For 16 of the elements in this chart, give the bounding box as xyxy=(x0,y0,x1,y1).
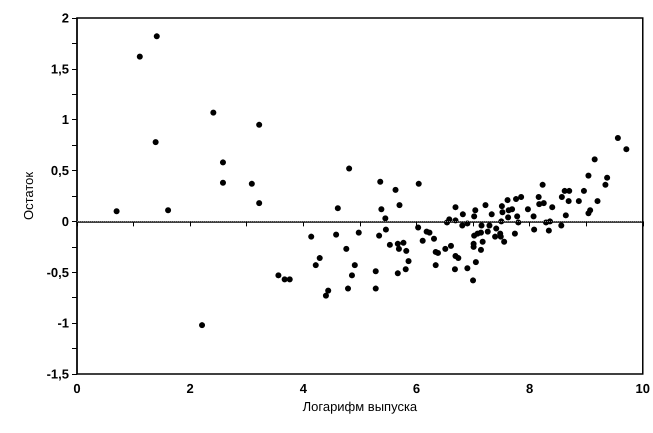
x-tick-label: 6 xyxy=(412,381,420,396)
y-tick-label: 0 xyxy=(62,214,69,229)
x-tick-label: 0 xyxy=(73,381,81,396)
y-tick-label: -1 xyxy=(57,316,69,331)
y-tick-label: 0,5 xyxy=(50,163,69,178)
y-tick-label: -0,5 xyxy=(46,264,69,280)
x-tick-label: 8 xyxy=(526,381,534,396)
x-tick-label: 4 xyxy=(300,381,308,396)
y-tick-label: -1,5 xyxy=(46,366,69,382)
x-tick-label: 10 xyxy=(636,381,650,396)
y-tick-label: 2 xyxy=(62,10,69,26)
y-tick-label: 1,5 xyxy=(50,61,69,76)
y-axis-title: Остаток xyxy=(21,172,36,220)
y-tick-label: 1 xyxy=(62,112,69,128)
x-tick-label: 2 xyxy=(186,381,194,396)
x-axis-title: Логарифм выпуска xyxy=(302,398,418,414)
